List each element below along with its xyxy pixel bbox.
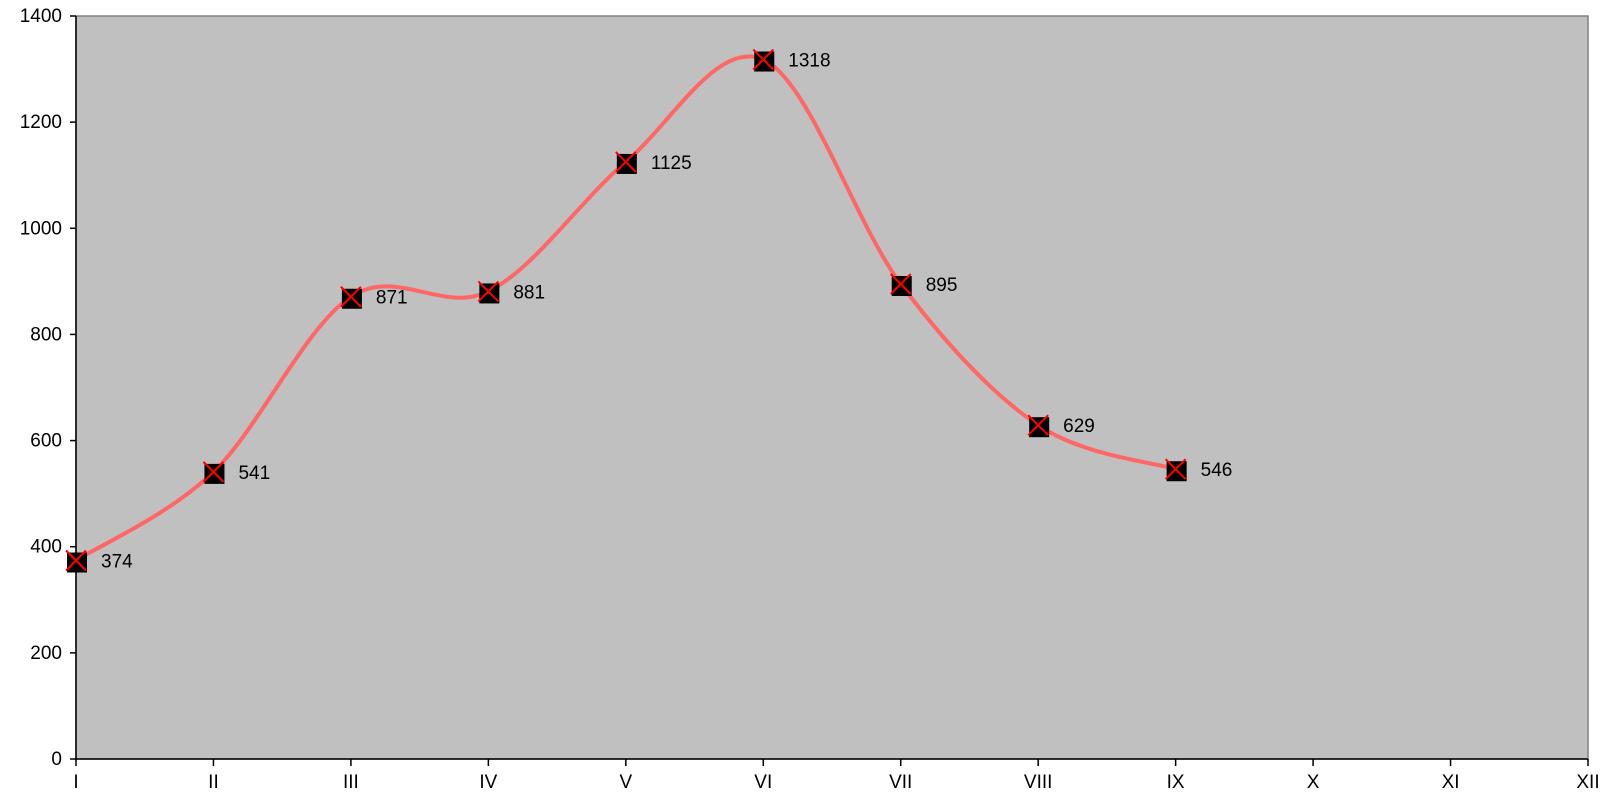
y-tick-label: 1400: [20, 6, 62, 27]
y-tick-label: 0: [51, 749, 62, 770]
data-point-marker: [1027, 414, 1050, 438]
x-axis-ticks: I II III IV V VI VII VIII IX X XI XII: [73, 759, 1600, 793]
data-label: 1125: [651, 153, 692, 174]
data-label: 629: [1063, 416, 1095, 437]
data-point-marker: [615, 151, 637, 174]
data-point-marker: [340, 286, 362, 309]
x-tick-label: IV: [479, 772, 497, 793]
y-axis-ticks: 0 200 400 600 800 1000 1200 1400: [20, 6, 76, 770]
y-tick-label: 400: [30, 537, 62, 558]
y-tick-label: 800: [30, 324, 62, 345]
data-point-marker: [477, 280, 500, 304]
x-tick-label: XI: [1442, 772, 1460, 793]
data-labels-group: 374 541 871 881 1125 1318 895 629 546: [101, 51, 1232, 573]
x-tick-label: VII: [889, 772, 912, 793]
data-label: 546: [1201, 460, 1233, 481]
x-tick-label: X: [1307, 772, 1320, 793]
axes: [75, 16, 1588, 760]
x-tick-label: I: [73, 772, 78, 793]
data-point-marker: [890, 273, 912, 297]
data-label: 541: [238, 463, 270, 484]
y-tick-label: 1000: [20, 218, 62, 239]
data-label: 881: [513, 282, 545, 303]
y-tick-label: 200: [30, 643, 62, 664]
x-tick-label: VI: [754, 772, 772, 793]
data-label: 374: [101, 552, 133, 573]
plot-area: [75, 15, 1589, 760]
x-tick-label: VIII: [1024, 772, 1053, 793]
data-point-marker: [1164, 458, 1187, 482]
x-tick-label: V: [619, 772, 632, 793]
y-tick-label: 1200: [20, 112, 62, 133]
data-point-marker: [202, 461, 225, 484]
x-tick-label: II: [208, 772, 219, 793]
x-tick-label: IX: [1167, 772, 1185, 793]
data-label: 895: [926, 275, 958, 296]
markers-group: [65, 48, 1187, 573]
data-label: 1318: [788, 51, 830, 72]
x-tick-label: III: [343, 772, 359, 793]
data-point-marker: [752, 48, 775, 72]
x-tick-label: XII: [1576, 772, 1599, 793]
y-tick-label: 600: [30, 431, 62, 452]
data-label: 871: [376, 288, 408, 309]
data-point-marker: [65, 549, 87, 573]
